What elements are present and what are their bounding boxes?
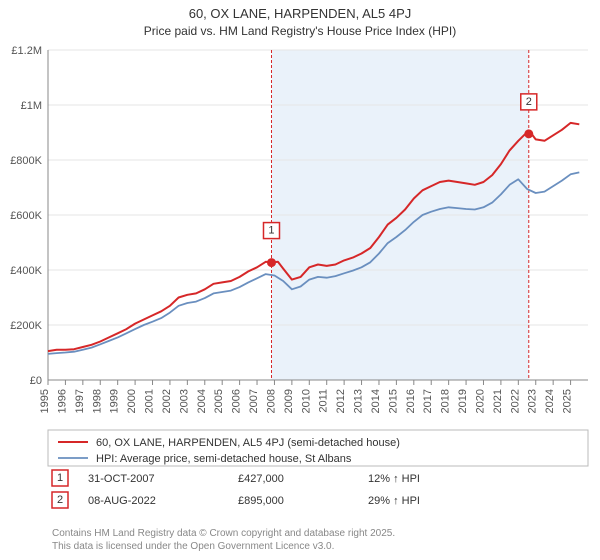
x-tick-label: 2002 xyxy=(161,389,173,413)
tx-diff: 29% ↑ HPI xyxy=(368,495,420,507)
tx-date: 31-OCT-2007 xyxy=(88,473,155,485)
x-tick-label: 2004 xyxy=(196,389,208,413)
chart-container: 60, OX LANE, HARPENDEN, AL5 4PJ Price pai… xyxy=(0,0,600,560)
chart-subtitle: Price paid vs. HM Land Registry's House … xyxy=(144,24,456,38)
marker-point xyxy=(267,258,276,267)
marker-label: 2 xyxy=(526,96,532,108)
x-tick-label: 2024 xyxy=(544,389,556,413)
x-tick-label: 2000 xyxy=(126,389,138,413)
x-tick-label: 2010 xyxy=(300,389,312,413)
x-tick-label: 2016 xyxy=(405,389,417,413)
y-tick-label: £200K xyxy=(10,320,42,332)
tx-marker-id: 1 xyxy=(57,472,63,484)
x-tick-label: 2008 xyxy=(265,389,277,413)
legend-label: HPI: Average price, semi-detached house,… xyxy=(96,453,352,465)
chart-title: 60, OX LANE, HARPENDEN, AL5 4PJ xyxy=(189,6,412,21)
tx-diff: 12% ↑ HPI xyxy=(368,473,420,485)
y-tick-label: £1M xyxy=(21,100,42,112)
tx-marker-id: 2 xyxy=(57,494,63,506)
tx-date: 08-AUG-2022 xyxy=(88,495,156,507)
x-tick-label: 2025 xyxy=(562,389,574,413)
legend-label: 60, OX LANE, HARPENDEN, AL5 4PJ (semi-de… xyxy=(96,437,400,449)
x-tick-label: 2022 xyxy=(509,389,521,413)
x-tick-label: 2019 xyxy=(457,389,469,413)
x-tick-label: 2003 xyxy=(178,389,190,413)
tx-price: £427,000 xyxy=(238,473,284,485)
marker-point xyxy=(524,129,533,138)
x-tick-label: 1998 xyxy=(91,389,103,413)
x-tick-label: 2006 xyxy=(231,389,243,413)
x-tick-label: 2013 xyxy=(353,389,365,413)
y-tick-label: £600K xyxy=(10,210,42,222)
x-tick-label: 1995 xyxy=(39,389,51,413)
footer-line: This data is licensed under the Open Gov… xyxy=(52,541,334,552)
y-tick-label: £800K xyxy=(10,155,42,167)
x-tick-label: 2020 xyxy=(474,389,486,413)
x-tick-label: 2007 xyxy=(248,389,260,413)
y-tick-label: £1.2M xyxy=(11,45,42,57)
x-tick-label: 2014 xyxy=(370,389,382,413)
x-tick-label: 2011 xyxy=(318,389,330,413)
y-tick-label: £0 xyxy=(30,375,42,387)
x-tick-label: 2015 xyxy=(387,389,399,413)
marker-label: 1 xyxy=(268,225,274,237)
x-tick-label: 1996 xyxy=(56,389,68,413)
tx-price: £895,000 xyxy=(238,495,284,507)
y-tick-label: £400K xyxy=(10,265,42,277)
x-tick-label: 2021 xyxy=(492,389,504,413)
x-tick-label: 1999 xyxy=(109,389,121,413)
x-tick-label: 2017 xyxy=(422,389,434,413)
x-tick-label: 2009 xyxy=(283,389,295,413)
x-tick-label: 2012 xyxy=(335,389,347,413)
x-tick-label: 1997 xyxy=(74,389,86,413)
chart-svg: 60, OX LANE, HARPENDEN, AL5 4PJ Price pai… xyxy=(0,0,600,560)
x-tick-label: 2018 xyxy=(440,389,452,413)
x-tick-label: 2023 xyxy=(527,389,539,413)
footer-line: Contains HM Land Registry data © Crown c… xyxy=(52,528,395,539)
x-tick-label: 2005 xyxy=(213,389,225,413)
x-tick-label: 2001 xyxy=(144,389,156,413)
